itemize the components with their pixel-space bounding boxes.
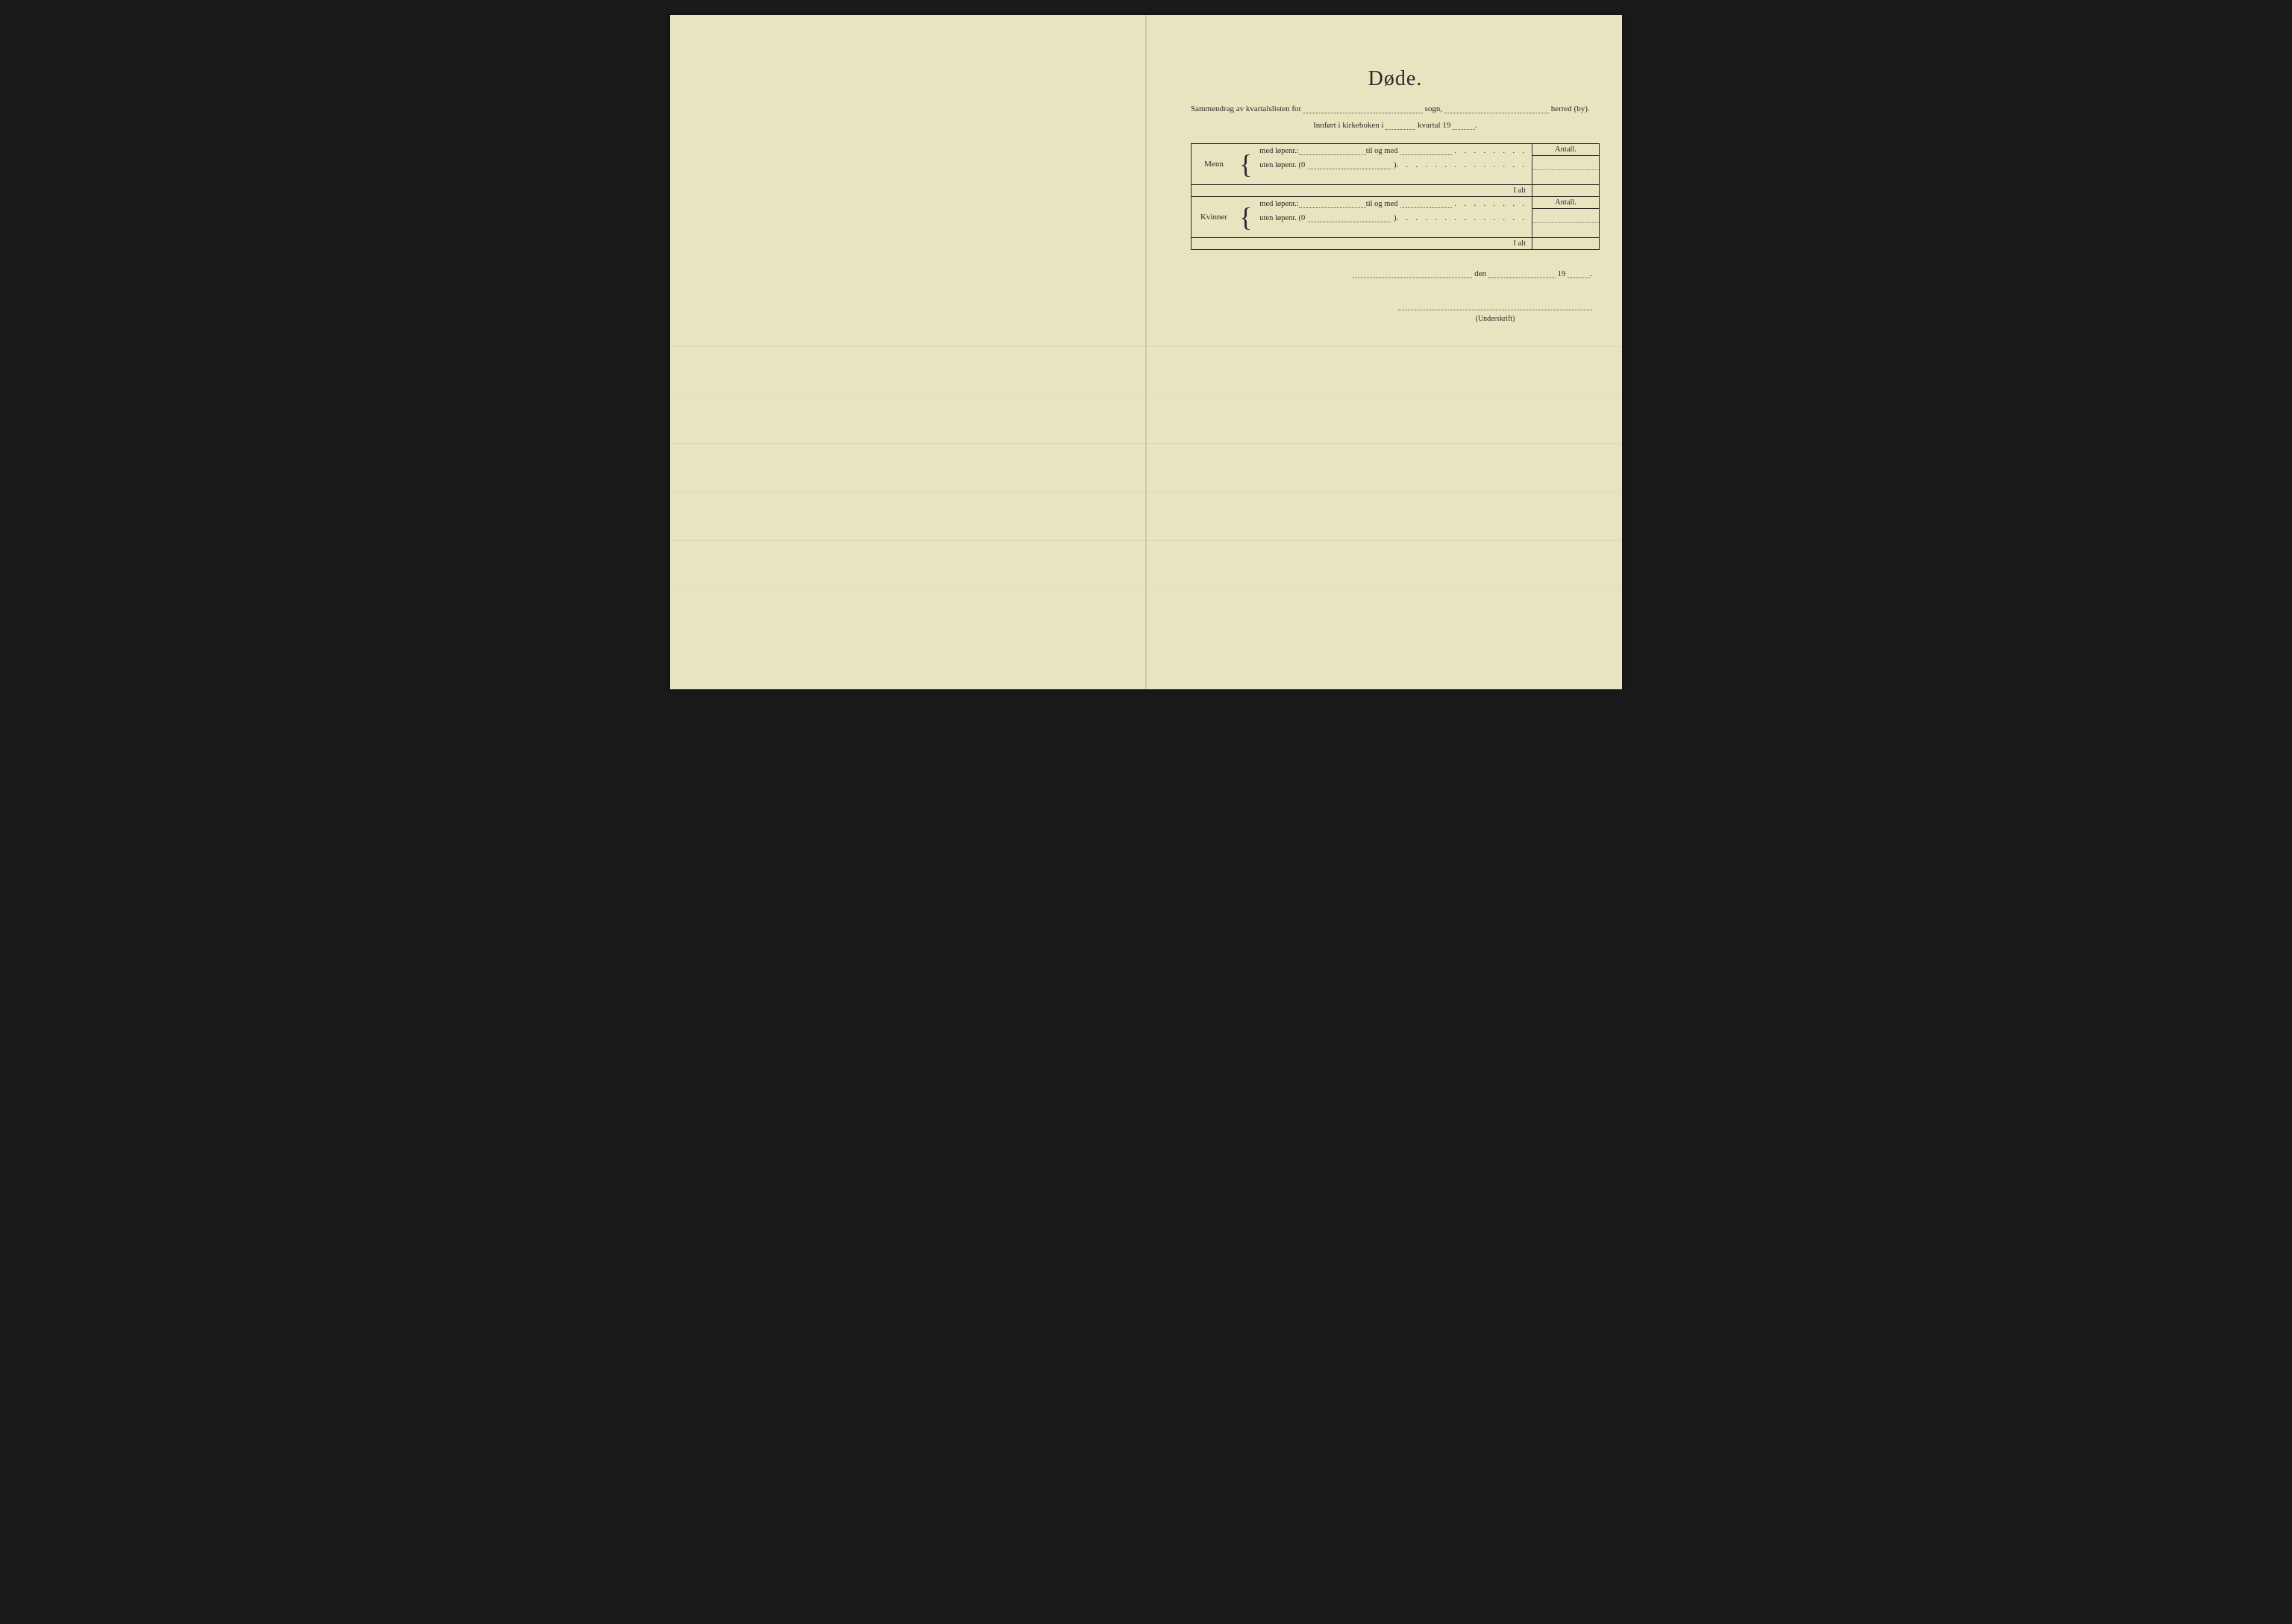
blank-quarter <box>1385 122 1415 130</box>
entered-line: Innført i kirkeboken i kvartal 19 . <box>1191 121 1600 130</box>
women-row1-a: med løpenr.: <box>1259 200 1299 208</box>
women-ialt-row: I alt <box>1192 237 1599 249</box>
sogn-label: sogn, <box>1425 104 1443 113</box>
men-antall-1 <box>1532 156 1599 170</box>
blank-place <box>1353 270 1472 278</box>
antall-header-men: Antall. <box>1532 144 1599 156</box>
women-brace: { <box>1236 197 1255 237</box>
bleedthrough-lines-right <box>1146 298 1622 674</box>
women-label: Kvinner <box>1192 197 1236 237</box>
women-antall-1 <box>1532 209 1599 223</box>
entered-prefix: Innført i kirkeboken i <box>1313 121 1383 130</box>
signature-label: (Underskrift) <box>1398 315 1592 323</box>
women-row-2: uten løpenr. (0 ) . . . . . . . . . . . … <box>1255 211 1532 225</box>
year-prefix: 19 <box>1558 269 1566 278</box>
men-row1-a: med løpenr.: <box>1259 147 1299 155</box>
scanned-document: Døde. Sammendrag av kvartalslisten for s… <box>670 15 1622 689</box>
men-rows: med løpenr.: til og med . . . . . . . . … <box>1255 144 1532 184</box>
women-ialt-label: I alt <box>1192 238 1532 249</box>
signature-block: (Underskrift) <box>1191 310 1600 323</box>
women-rows: med løpenr.: til og med . . . . . . . . … <box>1255 197 1532 237</box>
men-ialt-row: I alt <box>1192 184 1599 196</box>
men-row2-a: uten løpenr. (0 <box>1259 161 1305 169</box>
men-row-1: med løpenr.: til og med . . . . . . . . <box>1255 144 1532 158</box>
men-brace: { <box>1236 144 1255 184</box>
antall-header-women: Antall. <box>1532 197 1599 209</box>
herred-label: herred (by). <box>1551 104 1590 113</box>
men-group: Menn { med løpenr.: til og med . . . . .… <box>1192 144 1599 196</box>
men-label: Menn <box>1192 144 1236 184</box>
summary-line: Sammendrag av kvartalslisten for sogn, h… <box>1191 104 1600 113</box>
date-line: den 19 . <box>1191 269 1600 278</box>
trailing-dots: . . . . . . . . <box>1455 200 1528 208</box>
form-content: Døde. Sammendrag av kvartalslisten for s… <box>1191 67 1600 323</box>
blank <box>1308 215 1391 222</box>
women-row1-b: til og med <box>1366 200 1398 208</box>
blank <box>1299 147 1366 155</box>
men-row-2: uten løpenr. (0 ) . . . . . . . . . . . … <box>1255 158 1532 172</box>
summary-prefix: Sammendrag av kvartalslisten for <box>1191 104 1301 113</box>
women-antall-col: Antall. <box>1532 197 1599 237</box>
women-row2-a: uten løpenr. (0 <box>1259 214 1305 222</box>
trailing-dots: . . . . . . . . . . . . . . <box>1397 214 1528 222</box>
women-antall-2 <box>1532 223 1599 237</box>
women-row-1: med løpenr.: til og med . . . . . . . . <box>1255 197 1532 211</box>
women-group: Kvinner { med løpenr.: til og med . . . … <box>1192 196 1599 249</box>
blank-year2 <box>1568 270 1590 278</box>
men-row1-b: til og med <box>1366 147 1398 155</box>
den-label: den <box>1474 269 1486 278</box>
trailing-dots: . . . . . . . . <box>1455 147 1528 155</box>
left-page-blank <box>670 15 1146 689</box>
men-ialt-label: I alt <box>1192 185 1532 196</box>
page-title: Døde. <box>1191 67 1600 91</box>
blank <box>1400 201 1451 208</box>
blank-herred <box>1444 105 1549 113</box>
quarter-label: kvartal 19 <box>1418 121 1450 130</box>
bleedthrough-lines <box>670 298 1146 674</box>
summary-table: Menn { med løpenr.: til og med . . . . .… <box>1191 143 1600 250</box>
blank <box>1308 162 1391 169</box>
blank-year <box>1453 122 1475 130</box>
blank-sogn <box>1303 105 1423 113</box>
blank <box>1299 200 1366 208</box>
right-page: Døde. Sammendrag av kvartalslisten for s… <box>1146 15 1622 689</box>
men-antall-2 <box>1532 170 1599 184</box>
women-ialt-value <box>1532 238 1599 249</box>
trailing-dots: . . . . . . . . . . . . . . <box>1397 161 1528 169</box>
men-ialt-value <box>1532 185 1599 196</box>
blank <box>1400 148 1451 155</box>
blank-day <box>1488 270 1556 278</box>
men-antall-col: Antall. <box>1532 144 1599 184</box>
